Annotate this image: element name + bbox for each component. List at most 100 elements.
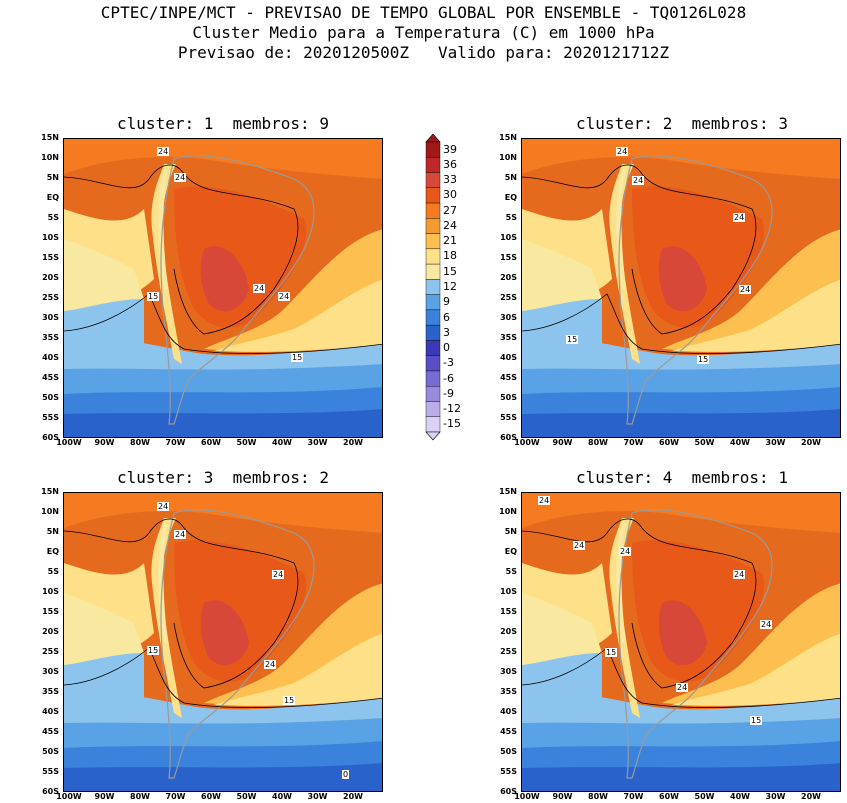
- lat-label: 10S: [42, 233, 59, 242]
- lon-label: 50W: [236, 438, 257, 447]
- contour-label: 24: [174, 530, 187, 539]
- contour-label: 24: [733, 213, 746, 222]
- panel3-map: [63, 492, 383, 792]
- contour-label: 24: [253, 284, 266, 293]
- contour-label: 15: [147, 646, 160, 655]
- lat-label: 10S: [500, 233, 517, 242]
- lon-label: 40W: [272, 438, 292, 447]
- panel3-title: cluster: 3 membros: 2: [117, 468, 329, 487]
- colorbar-swatch: [425, 202, 441, 219]
- lon-label: 50W: [694, 792, 715, 801]
- contour-label: 15: [566, 335, 579, 344]
- lat-label: 5N: [504, 527, 517, 536]
- lat-label: 45S: [42, 373, 59, 382]
- colorbar-swatch: [425, 416, 441, 433]
- lat-label: 10N: [499, 507, 517, 516]
- colorbar-swatch: [425, 248, 441, 265]
- lon-label: 40W: [730, 792, 750, 801]
- lat-label: 30S: [42, 313, 59, 322]
- lon-label: 70W: [165, 792, 186, 801]
- lat-label: EQ: [504, 547, 517, 556]
- lat-label: 60S: [42, 433, 59, 442]
- panel1-title: cluster: 1 membros: 9: [117, 114, 329, 133]
- lat-label: 25S: [500, 293, 517, 302]
- lat-label: EQ: [504, 193, 517, 202]
- lat-label: 40S: [42, 707, 59, 716]
- contour-label: 15: [291, 353, 304, 362]
- colorbar-label: 30: [443, 188, 457, 202]
- contour-label: 24: [157, 502, 170, 511]
- contour-label: 15: [697, 355, 710, 364]
- lat-label: 30S: [500, 667, 517, 676]
- colorbar-swatch: [425, 294, 441, 311]
- colorbar-label: 33: [443, 173, 457, 187]
- lon-label: 90W: [552, 792, 573, 801]
- lon-label: 30W: [765, 438, 786, 447]
- panel1-map: [63, 138, 383, 438]
- colorbar-label: 9: [443, 295, 450, 309]
- lat-label: EQ: [46, 547, 59, 556]
- lat-label: 50S: [42, 747, 59, 756]
- lat-label: 45S: [42, 727, 59, 736]
- panel1-field: [64, 139, 382, 437]
- colorbar-swatch: [425, 218, 441, 234]
- colorbar-label: 0: [443, 341, 450, 355]
- lat-label: 55S: [42, 413, 59, 422]
- contour-label: 24: [739, 285, 752, 294]
- colorbar-label: -3: [443, 356, 454, 370]
- lon-label: 50W: [694, 438, 715, 447]
- lat-label: 50S: [500, 393, 517, 402]
- colorbar-swatch: [425, 370, 441, 387]
- contour-label: 24: [573, 541, 586, 550]
- colorbar-swatch: [425, 324, 441, 341]
- lon-label: 90W: [94, 438, 115, 447]
- lat-label: 35S: [500, 333, 517, 342]
- colorbar-swatch: [425, 263, 441, 280]
- colorbar-bottom-arrow: [425, 431, 441, 441]
- colorbar-swatch: [425, 309, 441, 326]
- lat-label: 25S: [500, 647, 517, 656]
- lat-label: 5N: [504, 173, 517, 182]
- lat-label: 45S: [500, 373, 517, 382]
- header-line3: Previsao de: 2020120500Z Valido para: 20…: [177, 43, 670, 62]
- lat-label: 5S: [47, 567, 59, 576]
- lat-label: 15N: [41, 487, 59, 496]
- lon-label: 90W: [552, 438, 573, 447]
- lat-label: 25S: [42, 647, 59, 656]
- lat-label: 10S: [42, 587, 59, 596]
- panel2-title: cluster: 2 membros: 3: [576, 114, 788, 133]
- colorbar-label: 27: [443, 203, 457, 217]
- colorbar-swatch: [425, 157, 441, 173]
- panel4-field: [522, 493, 840, 791]
- contour-label: 24: [676, 683, 689, 692]
- lat-label: 25S: [42, 293, 59, 302]
- colorbar-label: 12: [443, 280, 457, 293]
- lat-label: 20S: [500, 273, 517, 282]
- colorbar-label: -6: [443, 371, 454, 385]
- lon-label: 70W: [165, 438, 186, 447]
- lat-label: 60S: [500, 433, 517, 442]
- lat-label: 40S: [42, 353, 59, 362]
- lat-label: 15N: [499, 133, 517, 142]
- colorbar-swatch: [425, 187, 441, 204]
- lat-label: 50S: [500, 747, 517, 756]
- lat-label: 60S: [500, 787, 517, 796]
- lat-label: 5S: [505, 213, 517, 222]
- lat-label: 15S: [500, 607, 517, 616]
- colorbar-label: -15: [443, 417, 461, 431]
- contour-label: 24: [619, 547, 632, 556]
- lat-label: 60S: [42, 787, 59, 796]
- contour-label: 24: [632, 176, 645, 185]
- colorbar-label: 39: [443, 142, 457, 156]
- lat-label: 5S: [47, 213, 59, 222]
- lat-label: 40S: [500, 353, 517, 362]
- lat-label: 45S: [500, 727, 517, 736]
- lat-label: 15S: [500, 253, 517, 262]
- lat-label: 20S: [500, 627, 517, 636]
- lat-label: 10S: [500, 587, 517, 596]
- contour-label: 24: [616, 147, 629, 156]
- colorbar-swatch: [425, 141, 441, 158]
- colorbar-label: 36: [443, 157, 457, 171]
- lon-label: 60W: [659, 792, 679, 801]
- colorbar-label: -12: [443, 402, 461, 416]
